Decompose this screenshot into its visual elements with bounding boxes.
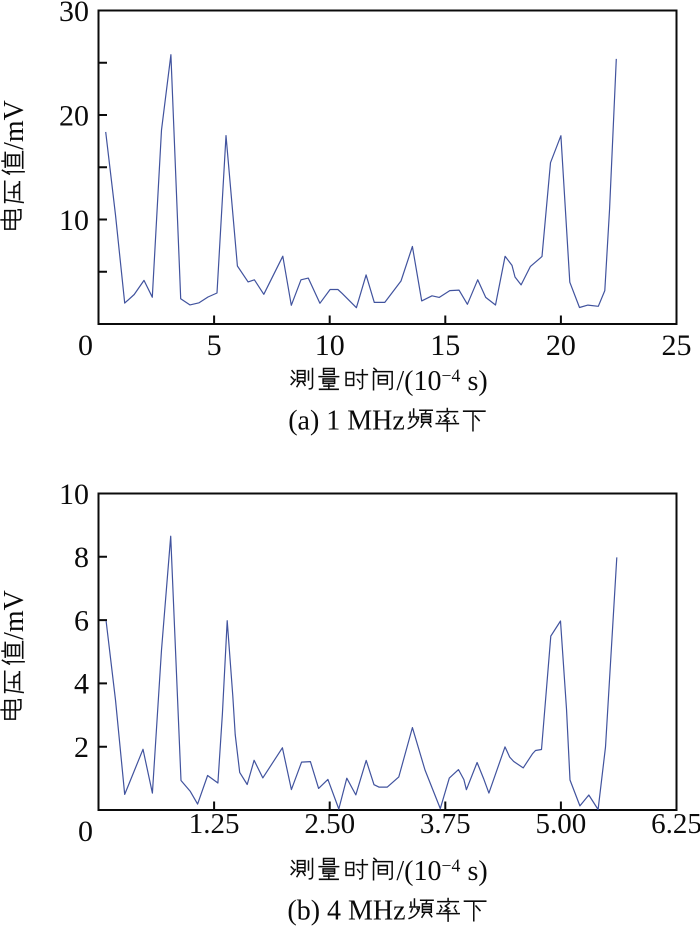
svg-text:4: 4 <box>74 668 89 701</box>
svg-text:/(10: /(10 <box>396 856 441 887</box>
svg-text:3.75: 3.75 <box>420 808 471 840</box>
svg-text:−4: −4 <box>442 366 461 386</box>
svg-text:s): s) <box>461 366 488 397</box>
svg-text:(a) 1 MHz: (a) 1 MHz <box>288 406 405 437</box>
svg-text:s): s) <box>461 856 488 887</box>
svg-text:25: 25 <box>662 329 692 362</box>
svg-text:8: 8 <box>74 541 89 574</box>
svg-text:1.25: 1.25 <box>189 808 240 840</box>
svg-text:−4: −4 <box>442 856 461 876</box>
svg-text:5.00: 5.00 <box>536 808 587 840</box>
svg-text:/mV: /mV <box>0 590 30 640</box>
svg-text:10: 10 <box>315 329 345 362</box>
svg-text:10: 10 <box>59 204 89 237</box>
svg-text:30: 30 <box>59 0 89 28</box>
svg-text:20: 20 <box>59 99 89 132</box>
svg-text:2.50: 2.50 <box>304 808 355 840</box>
svg-text:0: 0 <box>78 815 93 848</box>
svg-text:0: 0 <box>78 329 93 362</box>
svg-text:6.25: 6.25 <box>651 808 700 840</box>
svg-text:10: 10 <box>59 478 89 511</box>
svg-text:/(10: /(10 <box>396 366 441 397</box>
svg-text:15: 15 <box>430 329 460 362</box>
svg-text:5: 5 <box>207 329 222 362</box>
svg-text:/mV: /mV <box>0 100 30 150</box>
svg-text:(b) 4 MHz: (b) 4 MHz <box>287 896 405 927</box>
svg-text:6: 6 <box>74 604 89 637</box>
svg-text:20: 20 <box>546 329 576 362</box>
svg-text:2: 2 <box>74 731 89 764</box>
